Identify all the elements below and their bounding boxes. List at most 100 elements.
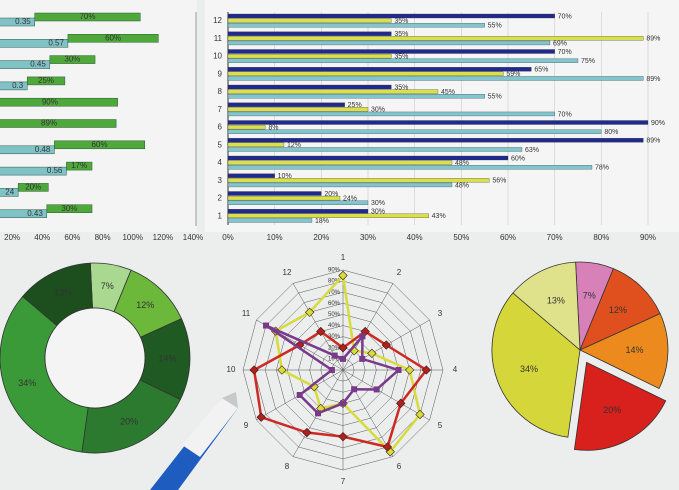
r-tick-label: 40% — [328, 323, 341, 329]
bar — [227, 84, 392, 90]
value-label: 20% — [324, 191, 338, 198]
marker — [359, 355, 366, 362]
value-label: 70% — [558, 49, 572, 56]
value-label: 75% — [581, 58, 595, 65]
marker — [373, 386, 380, 393]
bar — [227, 173, 275, 178]
axis-label: 1 — [341, 253, 346, 262]
pen — [150, 392, 238, 490]
x-tick-label: 140% — [183, 233, 203, 242]
spoke — [342, 283, 394, 371]
slice — [579, 268, 661, 351]
value-label: 25% — [38, 76, 54, 85]
bar — [227, 195, 341, 201]
y-tick-label: 8 — [218, 87, 223, 96]
value-label: 48% — [455, 182, 469, 189]
x-tick-label: 40% — [34, 233, 50, 242]
marker — [381, 340, 391, 350]
y-tick-label: 9 — [218, 69, 223, 78]
bar — [227, 200, 369, 205]
bar — [0, 188, 19, 197]
marker — [338, 270, 348, 281]
marker — [331, 352, 338, 359]
value-label: 20% — [120, 416, 138, 426]
bar — [49, 55, 96, 64]
x-tick-label: 60% — [500, 233, 516, 242]
bar — [0, 209, 48, 218]
bar — [227, 76, 644, 81]
value-label: 70% — [558, 13, 572, 20]
value-label: 45% — [441, 89, 455, 96]
pen-grip — [182, 398, 238, 457]
value-label: 65% — [534, 67, 548, 74]
marker — [304, 307, 315, 317]
bar — [66, 161, 93, 171]
marker — [382, 442, 393, 452]
axis-label: 3 — [438, 309, 443, 318]
value-label: 7% — [583, 291, 596, 301]
slice — [579, 313, 669, 390]
bar — [227, 53, 392, 59]
bar — [0, 166, 67, 176]
bar — [227, 129, 602, 134]
bar — [227, 18, 392, 23]
x-tick-label: 60% — [64, 233, 80, 242]
value-label: 0.48 — [35, 145, 51, 154]
value-label: 0.35 — [15, 17, 31, 26]
value-label: 17% — [71, 161, 87, 170]
value-label: 34% — [18, 378, 36, 388]
y-tick-label: 2 — [218, 194, 223, 203]
pen-tip — [222, 392, 238, 408]
value-label: 43% — [432, 213, 446, 220]
spoke — [342, 369, 430, 421]
slice — [491, 292, 581, 438]
marker — [340, 355, 346, 362]
marker — [296, 392, 303, 398]
axis-label: 2 — [397, 268, 402, 277]
bar — [227, 138, 644, 143]
value-label: 35% — [394, 84, 408, 91]
bar — [227, 147, 523, 152]
marker — [351, 386, 358, 393]
marker — [263, 322, 270, 329]
value-label: 0.56 — [47, 166, 63, 175]
value-label: 30% — [371, 200, 385, 207]
value-label: 0.45 — [30, 60, 46, 69]
axis-label: 11 — [242, 309, 251, 318]
spoke — [342, 369, 394, 457]
value-label: 89% — [646, 76, 660, 83]
bar — [227, 218, 313, 223]
value-label: 8% — [268, 124, 278, 131]
bar — [0, 97, 118, 107]
x-tick-label: 0% — [222, 233, 234, 242]
value-label: 34% — [520, 364, 538, 374]
marker — [404, 365, 415, 375]
r-tick-label: 30% — [328, 334, 341, 340]
value-label: 60% — [105, 33, 121, 42]
x-tick-label: 120% — [153, 233, 173, 242]
axis-label: 9 — [244, 421, 249, 430]
bar — [67, 34, 159, 43]
bar — [227, 182, 453, 188]
value-label: 89% — [646, 138, 660, 145]
value-label: 48% — [455, 160, 469, 167]
x-tick-label: 30% — [360, 233, 376, 242]
axis-label: 10 — [227, 365, 236, 374]
charts: 20% 40% 60% 80% 100% 120% 140%0.3570%0.5760%0.… — [0, 12, 669, 486]
bar — [227, 160, 453, 165]
value-label: 0.57 — [48, 38, 64, 47]
r-tick-label: 80% — [328, 279, 341, 285]
value-label: 35% — [394, 53, 408, 60]
value-label: 14% — [626, 345, 644, 355]
x-tick-label: 80% — [95, 233, 111, 242]
value-label: 69% — [553, 40, 567, 47]
bar — [227, 124, 266, 130]
y-tick-label: 4 — [218, 158, 223, 167]
value-label: 0.3 — [12, 81, 24, 90]
marker — [421, 365, 432, 375]
value-label: 18% — [315, 218, 329, 225]
bar — [227, 94, 485, 99]
value-label: 60% — [92, 140, 108, 149]
value-label: 12% — [136, 300, 154, 310]
bar — [0, 39, 69, 48]
